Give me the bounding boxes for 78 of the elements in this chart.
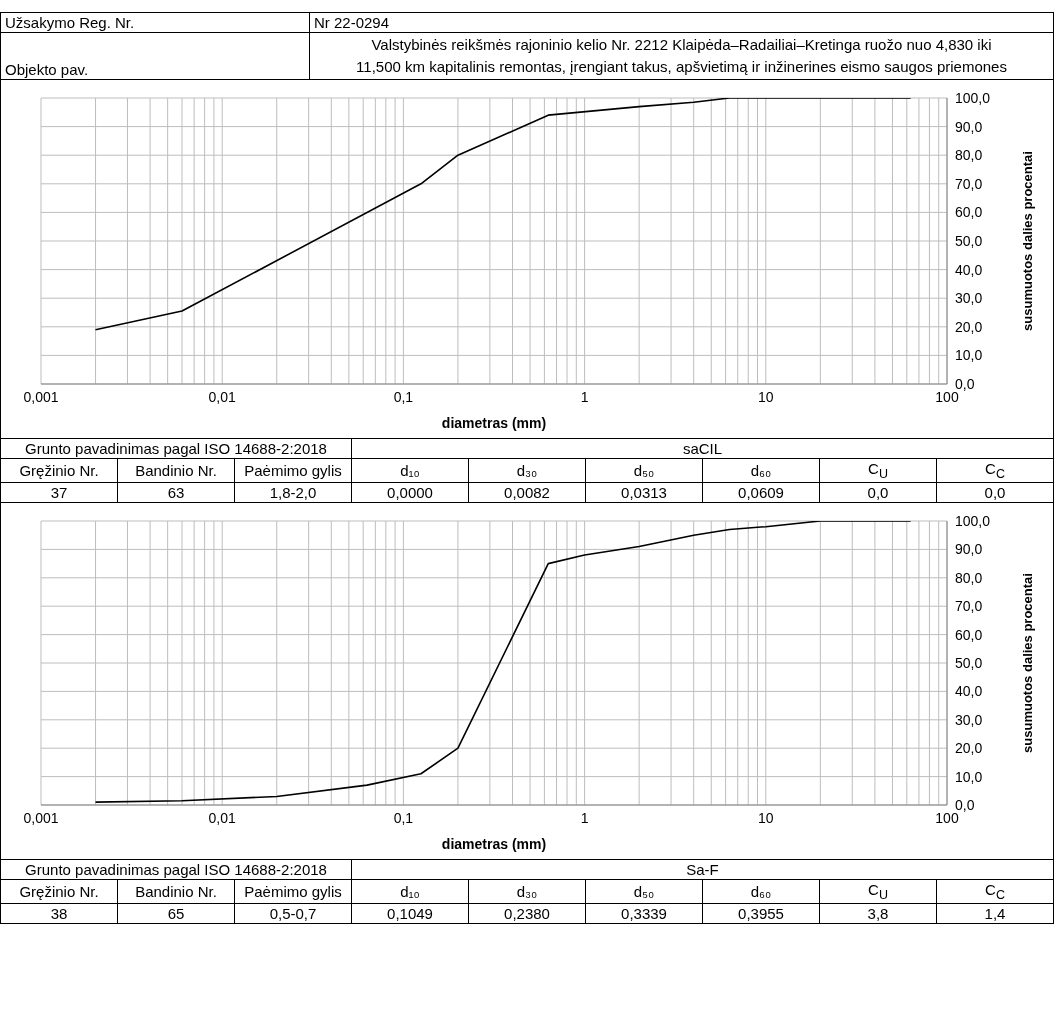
x-tick-label: 10 [758, 809, 774, 826]
text: Bandinio Nr. [135, 883, 217, 900]
text: 0,0082 [504, 484, 550, 501]
text: C$_{C}$ [985, 881, 1005, 902]
y-tick-label: 80,0 [955, 147, 983, 164]
y-tick-label: 40,0 [955, 261, 983, 278]
text: 37 [50, 484, 68, 501]
x-axis-title: diametras (mm) [441, 836, 547, 852]
y-tick-label: 90,0 [955, 541, 983, 558]
y-tick-label: 10,0 [955, 768, 983, 785]
x-tick-label: 0,001 [23, 388, 59, 405]
text: saCIL [682, 440, 723, 457]
text: 0,2380 [504, 905, 550, 922]
y-tick-label: 50,0 [955, 654, 983, 671]
text: d₃₀ [516, 462, 538, 479]
text: 0,1049 [387, 905, 433, 922]
text: 0,0609 [738, 484, 784, 501]
text: 0,0 [984, 484, 1006, 501]
text: 1,4 [984, 905, 1006, 922]
text: 0,0 [867, 484, 889, 501]
text: 0,3955 [738, 905, 784, 922]
text: Paėmimo gylis [244, 462, 342, 479]
y-tick-label: 30,0 [955, 290, 983, 307]
text: 0,3339 [621, 905, 667, 922]
text: C$_{C}$ [985, 460, 1005, 481]
text: C$_{U}$ [868, 881, 888, 902]
y-tick-label: 20,0 [955, 318, 983, 335]
text: Grunto pavadinimas pagal ISO 14688-2:2018 [25, 440, 327, 457]
text: Sa-F [686, 861, 719, 878]
y-tick-label: 60,0 [955, 626, 983, 643]
y-tick-label: 100,0 [955, 512, 991, 529]
y-axis-title: susumuotos dalies procentai [1019, 573, 1035, 753]
y-tick-label: 100,0 [955, 89, 991, 106]
text: 65 [167, 905, 185, 922]
y-tick-label: 50,0 [955, 232, 983, 249]
text: d₃₀ [516, 883, 538, 900]
text: Bandinio Nr. [135, 462, 217, 479]
y-tick-label: 80,0 [955, 569, 983, 586]
text: d₆₀ [750, 883, 772, 900]
x-tick-label: 1 [580, 388, 589, 405]
text: Objekto pav. [5, 61, 89, 78]
text: Užsakymo Reg. Nr. [5, 14, 135, 31]
text: Nr 22-0294 [314, 14, 390, 31]
text: 63 [167, 484, 185, 501]
x-tick-label: 0,001 [23, 809, 59, 826]
x-tick-label: 10 [758, 388, 774, 405]
text: C$_{U}$ [868, 460, 888, 481]
y-axis-title: susumuotos dalies procentai [1019, 151, 1035, 331]
x-tick-label: 0,01 [208, 388, 237, 405]
x-tick-label: 0,01 [208, 809, 237, 826]
text: Gręžinio Nr. [19, 462, 99, 479]
y-tick-label: 90,0 [955, 118, 983, 135]
x-tick-label: 0,1 [393, 809, 414, 826]
x-axis-title: diametras (mm) [441, 415, 547, 431]
x-tick-label: 1 [580, 809, 589, 826]
y-tick-label: 60,0 [955, 204, 983, 221]
text: 1,8-2,0 [269, 484, 317, 501]
y-tick-label: 70,0 [955, 175, 983, 192]
y-tick-label: 30,0 [955, 711, 983, 728]
x-tick-label: 0,1 [393, 388, 414, 405]
y-tick-label: 70,0 [955, 598, 983, 615]
y-tick-label: 10,0 [955, 347, 983, 364]
text: Paėmimo gylis [244, 883, 342, 900]
text: d₁₀ [400, 883, 420, 900]
text: 0,0000 [387, 484, 433, 501]
text: 0,0313 [621, 484, 667, 501]
text: Valstybinės reikšmės rajoninio kelio Nr. 2212 Klaipėda–Radailiai–Kretinga ruožo nuo 4,830 iki 11,500 km kapitalinis remontas, įrengiant takus, apšvietimą ir inžinerines eismo saugos priemones [356, 36, 1007, 75]
text: Grunto pavadinimas pagal ISO 14688-2:2018 [25, 861, 327, 878]
y-tick-label: 20,0 [955, 740, 983, 757]
text: 0,5-0,7 [269, 905, 317, 922]
text: d₅₀ [633, 462, 655, 479]
text: d₅₀ [633, 883, 655, 900]
text: d₆₀ [750, 462, 772, 479]
text: Gręžinio Nr. [19, 883, 99, 900]
text: 3,8 [867, 905, 889, 922]
text: d₁₀ [400, 462, 420, 479]
text: 38 [50, 905, 68, 922]
y-tick-label: 40,0 [955, 683, 983, 700]
